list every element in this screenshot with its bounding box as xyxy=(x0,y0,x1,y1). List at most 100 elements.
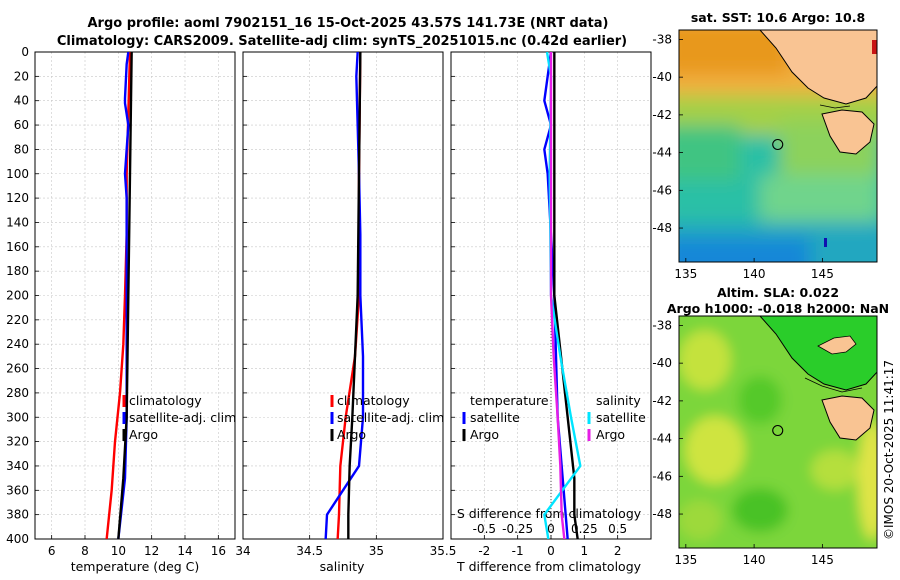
sla-map-title-line1: Altim. SLA: 0.022 xyxy=(717,285,839,300)
sla-shelf-contour xyxy=(804,377,863,393)
lat-tick-label: -46 xyxy=(652,183,672,197)
lat-tick-label: -40 xyxy=(652,356,672,370)
lon-tick-label: 140 xyxy=(743,553,766,567)
sst-map-lat-ticks: -38 -40 -42 -44 -46 -48 xyxy=(652,32,683,235)
lat-tick-label: -46 xyxy=(652,469,672,483)
figure-title-line2: Climatology: CARS2009. Satellite-adj cli… xyxy=(57,34,627,49)
y-tick-label: 80 xyxy=(14,142,29,156)
sst-hot-pixel xyxy=(872,40,877,54)
x-tick-label: 34 xyxy=(235,544,250,558)
x2-tick-label: 0 xyxy=(547,522,555,536)
sst-mainland xyxy=(759,30,877,105)
lat-tick-label: -44 xyxy=(652,432,672,446)
series-line-argo xyxy=(117,52,133,539)
y-tick-label: 20 xyxy=(14,69,29,83)
x2-tick-label: 0.5 xyxy=(608,522,627,536)
y-tick-label: 380 xyxy=(6,508,29,522)
legend-temperature-heading: temperature xyxy=(470,393,549,408)
lon-tick-label: 135 xyxy=(674,267,697,281)
lat-tick-label: -38 xyxy=(652,318,672,332)
y-tick-label: 40 xyxy=(14,94,29,108)
legend-satellite-label: satellite-adj. clim xyxy=(129,410,236,425)
y-tick-label: 220 xyxy=(6,313,29,327)
x-tick-label: 16 xyxy=(211,544,226,558)
sla-map-title-line2: Argo h1000: -0.018 h2000: NaN xyxy=(667,301,889,316)
legend-s-satellite-label: satellite xyxy=(596,410,646,425)
series-line-t-satellite xyxy=(543,52,569,539)
legend-t-satellite-label: satellite xyxy=(470,410,520,425)
legend-satellite-label: satellite-adj. clim xyxy=(337,410,444,425)
figure-title-line1: Argo profile: aoml 7902151_16 15-Oct-202… xyxy=(88,16,609,31)
lon-tick-label: 145 xyxy=(811,267,834,281)
salinity-tick-labels: 34 34.5 35 35.5 xyxy=(235,535,456,558)
sst-tasmania xyxy=(821,109,875,155)
legend-argo-label: Argo xyxy=(129,427,158,442)
x-tick-label: 6 xyxy=(48,544,56,558)
x-tick-label: 2 xyxy=(614,544,622,558)
sla-map-lon-ticks: 135 140 145 xyxy=(674,544,834,567)
salinity-series xyxy=(324,52,365,539)
lon-tick-label: 145 xyxy=(811,553,834,567)
lat-tick-label: -42 xyxy=(652,394,672,408)
y-tick-label: 160 xyxy=(6,240,29,254)
sla-map-lat-ticks: -38 -40 -42 -44 -46 -48 xyxy=(652,318,683,521)
temperature-grid xyxy=(35,52,235,539)
legend-climatology-label: climatology xyxy=(337,393,410,408)
x-tick-label: 34.5 xyxy=(296,544,323,558)
series-line-satellite-adj-clim xyxy=(324,52,365,539)
y-tick-label: 60 xyxy=(14,118,29,132)
temperature-axis-label: temperature (deg C) xyxy=(71,559,200,574)
sla-argo-position-marker xyxy=(772,424,784,437)
x-tick-label: 1 xyxy=(581,544,589,558)
lat-tick-label: -38 xyxy=(652,32,672,46)
legend-climatology-label: climatology xyxy=(129,393,202,408)
y-tick-label: 240 xyxy=(6,337,29,351)
sla-map xyxy=(679,316,877,548)
y-tick-label: 200 xyxy=(6,289,29,303)
y-tick-label: 400 xyxy=(6,532,29,546)
x2-tick-label: -0.25 xyxy=(502,522,533,536)
x-tick-label: -1 xyxy=(512,544,524,558)
x-tick-label: -2 xyxy=(478,544,490,558)
sla-mainland-land xyxy=(817,335,857,355)
sst-field xyxy=(679,30,877,262)
x-tick-label: 35.5 xyxy=(430,544,457,558)
salinity-axis-label: salinity xyxy=(320,559,365,574)
sla-map-frame xyxy=(678,315,878,549)
legend-argo-label: Argo xyxy=(337,427,366,442)
salinity-grid xyxy=(243,52,443,539)
depth-tick-labels: 0 20 40 60 80 100 120 140 160 180 200 220 240 260 280 3… xyxy=(6,45,455,546)
y-tick-label: 0 xyxy=(21,45,29,59)
sst-shelf-contour xyxy=(819,104,851,109)
x-tick-label: 14 xyxy=(177,544,192,558)
x-tick-label: 12 xyxy=(144,544,159,558)
salinity-difference-tick-labels: -0.5 -0.25 0 0.25 0.5 xyxy=(473,522,628,536)
series-line-t-argo xyxy=(553,52,579,539)
sst-map-frame xyxy=(678,29,878,263)
x-tick-label: 35 xyxy=(369,544,384,558)
difference-series xyxy=(543,52,582,539)
legend-t-argo-label: Argo xyxy=(470,427,499,442)
legend-salinity-heading: salinity xyxy=(596,393,641,408)
temperature-series xyxy=(105,52,133,539)
sst-map-title: sat. SST: 10.6 Argo: 10.8 xyxy=(691,10,865,25)
sst-map xyxy=(679,30,877,262)
series-line-argo xyxy=(347,52,362,539)
sst-argo-position-marker xyxy=(772,138,784,151)
sla-tasmania xyxy=(821,395,875,441)
y-tick-label: 100 xyxy=(6,167,29,181)
salinity-panel xyxy=(242,51,444,540)
salinity-legend: climatology satellite-adj. clim Argo xyxy=(330,393,444,442)
temperature-legend: climatology satellite-adj. clim Argo xyxy=(122,393,236,442)
y-tick-label: 180 xyxy=(6,264,29,278)
lat-tick-label: -48 xyxy=(652,221,672,235)
y-tick-label: 120 xyxy=(6,191,29,205)
x-tick-label: 0 xyxy=(547,544,555,558)
sst-map-lon-ticks: 135 140 145 xyxy=(674,258,834,281)
lon-tick-label: 140 xyxy=(743,267,766,281)
y-tick-label: 280 xyxy=(6,386,29,400)
y-tick-label: 360 xyxy=(6,483,29,497)
difference-tick-labels: -2 -1 0 1 2 xyxy=(478,535,621,558)
series-line-s-argo xyxy=(549,52,566,539)
